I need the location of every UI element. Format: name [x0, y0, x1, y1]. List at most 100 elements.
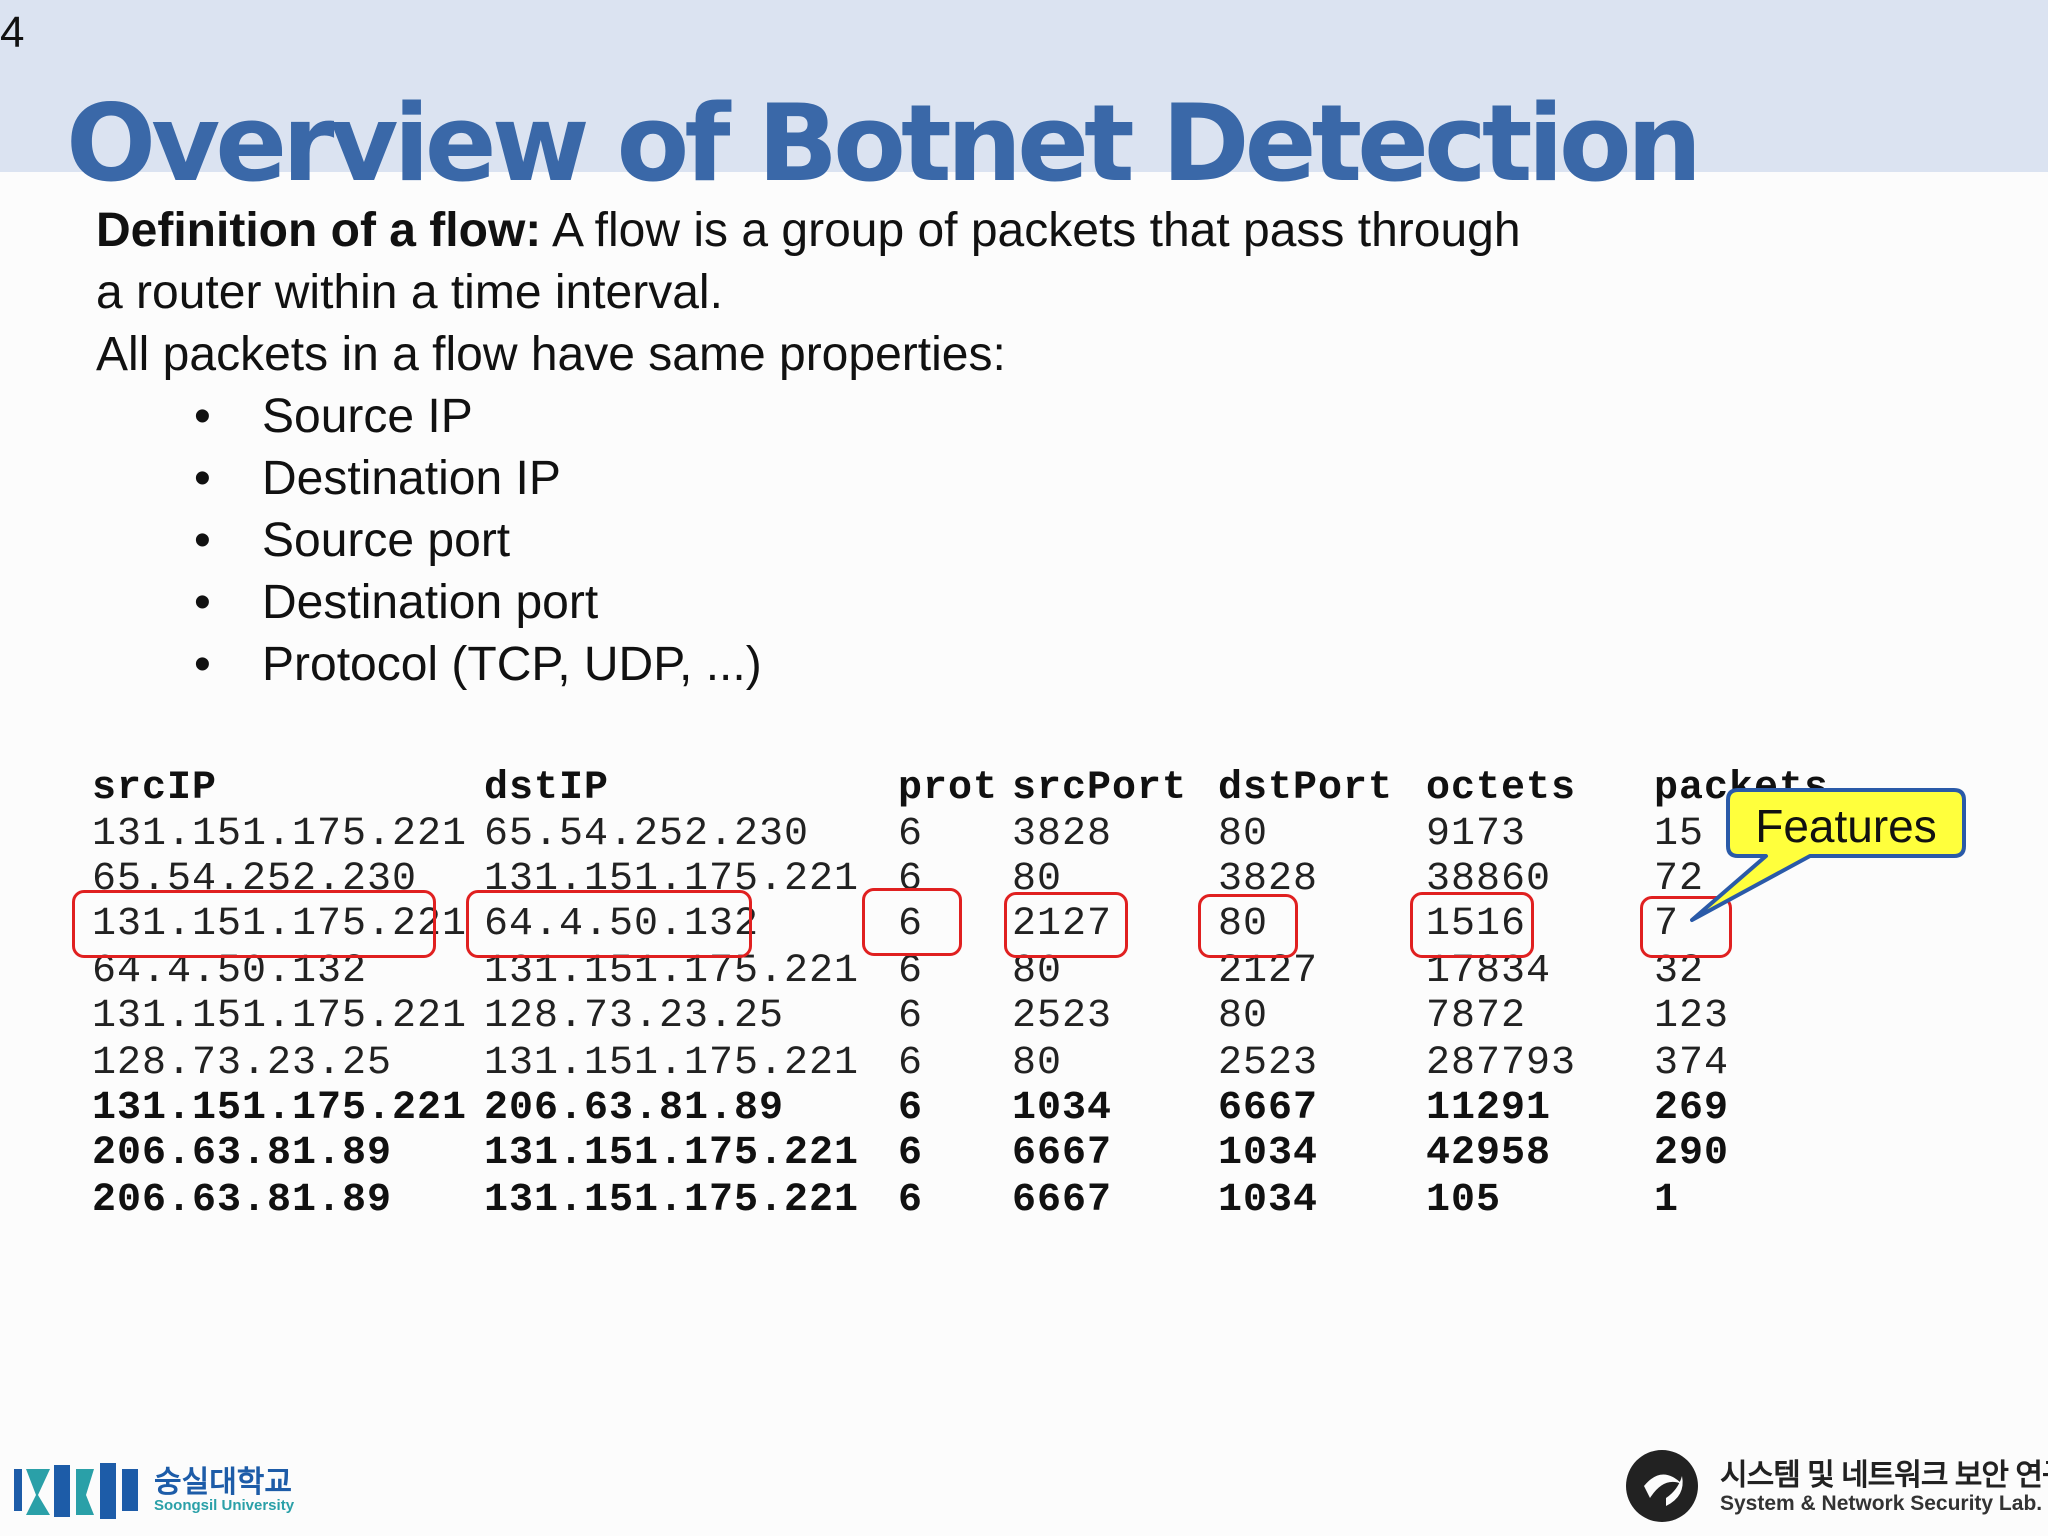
- table-cell-srcport: 1034: [1012, 1086, 1113, 1131]
- properties-list: • Source IP • Destination IP • Source port …: [96, 386, 1656, 696]
- table-cell-srcport: 80: [1012, 949, 1063, 994]
- table-cell-srcip: 128.73.23.25: [92, 1041, 393, 1086]
- table-cell-packets: 123: [1654, 994, 1730, 1039]
- table-cell-srcport: 80: [1012, 857, 1063, 902]
- table-cell-dstip: 131.151.175.221: [484, 949, 860, 994]
- definition-line-2: a router within a time interval.: [96, 266, 723, 319]
- table-cell-octets: 287793: [1426, 1041, 1577, 1086]
- property-label: Destination port: [262, 576, 599, 629]
- table-cell-dstport: 2127: [1218, 949, 1319, 994]
- table-cell-packets: 269: [1654, 1086, 1730, 1131]
- table-cell-srcip: 64.4.50.132: [92, 949, 368, 994]
- table-cell-octets: 11291: [1426, 1086, 1552, 1131]
- table-cell-packets: 32: [1654, 949, 1705, 994]
- column-header-srcip: srcIP: [92, 766, 218, 811]
- table-cell-dstport: 1034: [1218, 1178, 1319, 1223]
- table-cell-octets: 7872: [1426, 994, 1527, 1039]
- table-cell-srcport: 6667: [1012, 1131, 1113, 1176]
- column-header-octets: octets: [1426, 766, 1577, 811]
- table-cell-prot: 6: [898, 994, 924, 1039]
- table-cell-packets: 7: [1654, 902, 1680, 947]
- definition-text-1: A flow is a group of packets that pass t…: [541, 204, 1521, 257]
- column-header-dstip: dstIP: [484, 766, 610, 811]
- table-cell-dstport: 6667: [1218, 1086, 1319, 1131]
- table-cell-dstip: 131.151.175.221: [484, 1131, 860, 1176]
- table-cell-srcport: 80: [1012, 1041, 1063, 1086]
- column-header-prot: prot: [898, 766, 999, 811]
- highlight-box-packets: [1640, 896, 1732, 958]
- university-name-english: Soongsil University: [154, 1497, 295, 1514]
- table-cell-dstip: 131.151.175.221: [484, 1178, 860, 1223]
- table-cell-dstip: 131.151.175.221: [484, 1041, 860, 1086]
- definition-line-1: Definition of a flow: A flow is a group …: [96, 200, 1656, 262]
- table-cell-octets: 105: [1426, 1178, 1502, 1223]
- bullet-icon: •: [194, 452, 211, 505]
- property-label: Destination IP: [262, 452, 561, 505]
- column-header-srcport: srcPort: [1012, 766, 1188, 811]
- property-item: • Source IP: [96, 386, 1656, 448]
- table-cell-srcport: 2523: [1012, 994, 1113, 1039]
- table-cell-packets: 290: [1654, 1131, 1730, 1176]
- table-cell-octets: 1516: [1426, 902, 1527, 947]
- callout-bubble-icon: [1690, 788, 1966, 922]
- table-cell-dstport: 80: [1218, 812, 1269, 857]
- bullet-icon: •: [194, 576, 211, 629]
- table-cell-dstport: 80: [1218, 994, 1269, 1039]
- table-cell-packets: 15: [1654, 812, 1705, 857]
- table-cell-prot: 6: [898, 902, 924, 947]
- table-cell-prot: 6: [898, 1086, 924, 1131]
- table-cell-prot: 6: [898, 1178, 924, 1223]
- column-header-dstport: dstPort: [1218, 766, 1394, 811]
- slide-number: 4: [0, 8, 25, 57]
- highlight-box-dstport: [1198, 894, 1298, 958]
- table-cell-srcip: 131.151.175.221: [92, 994, 468, 1039]
- table-cell-dstport: 80: [1218, 902, 1269, 947]
- table-cell-octets: 38860: [1426, 857, 1552, 902]
- table-cell-prot: 6: [898, 857, 924, 902]
- table-cell-srcip: 65.54.252.230: [92, 857, 418, 902]
- property-label: Protocol (TCP, UDP, ...): [262, 638, 762, 691]
- table-cell-srcip: 206.63.81.89: [92, 1178, 393, 1223]
- table-cell-prot: 6: [898, 1131, 924, 1176]
- definition-label: Definition of a flow:: [96, 204, 542, 257]
- property-item: • Destination IP: [96, 448, 1656, 510]
- lab-logo: 시스템 및 네트워크 보안 연구실 System & Network Secur…: [1620, 1446, 2048, 1526]
- title-band: [0, 0, 2048, 172]
- table-cell-srcport: 6667: [1012, 1178, 1113, 1223]
- table-cell-packets: 374: [1654, 1041, 1730, 1086]
- property-item: • Destination port: [96, 572, 1656, 634]
- bullet-icon: •: [194, 514, 211, 567]
- university-emblem-icon: [14, 1463, 138, 1519]
- bullet-icon: •: [194, 390, 211, 443]
- table-cell-srcip: 131.151.175.221: [92, 812, 468, 857]
- table-cell-srcip: 131.151.175.221: [92, 902, 468, 947]
- table-cell-dstip: 128.73.23.25: [484, 994, 785, 1039]
- table-cell-octets: 9173: [1426, 812, 1527, 857]
- bullet-icon: •: [194, 638, 211, 691]
- properties-intro: All packets in a flow have same properti…: [96, 328, 1006, 381]
- highlight-box-dstip: [466, 890, 752, 958]
- table-cell-dstport: 1034: [1218, 1131, 1319, 1176]
- university-logo: 숭실대학교 Soongsil University: [14, 1455, 304, 1525]
- university-name-korean: 숭실대학교: [154, 1466, 292, 1499]
- property-label: Source IP: [262, 390, 473, 443]
- lab-name-english: System & Network Security Lab.: [1720, 1492, 2043, 1515]
- table-cell-packets: 1: [1654, 1178, 1680, 1223]
- table-cell-dstip: 206.63.81.89: [484, 1086, 785, 1131]
- highlight-box-prot: [862, 888, 962, 956]
- table-cell-srcport: 3828: [1012, 812, 1113, 857]
- highlight-box-octets: [1410, 892, 1534, 958]
- highlight-box-srcip: [72, 890, 436, 958]
- property-item: • Protocol (TCP, UDP, ...): [96, 634, 1656, 696]
- callout-label: Features: [1755, 800, 1937, 852]
- table-cell-prot: 6: [898, 1041, 924, 1086]
- table-cell-dstip: 64.4.50.132: [484, 902, 760, 947]
- slide-body: Definition of a flow: A flow is a group …: [96, 200, 1656, 696]
- lab-emblem-icon: [1626, 1450, 1698, 1522]
- column-header-packets: packets: [1654, 766, 1830, 811]
- table-cell-srcip: 206.63.81.89: [92, 1131, 393, 1176]
- table-cell-dstip: 65.54.252.230: [484, 812, 810, 857]
- table-cell-dstip: 131.151.175.221: [484, 857, 860, 902]
- property-label: Source port: [262, 514, 511, 567]
- table-cell-prot: 6: [898, 812, 924, 857]
